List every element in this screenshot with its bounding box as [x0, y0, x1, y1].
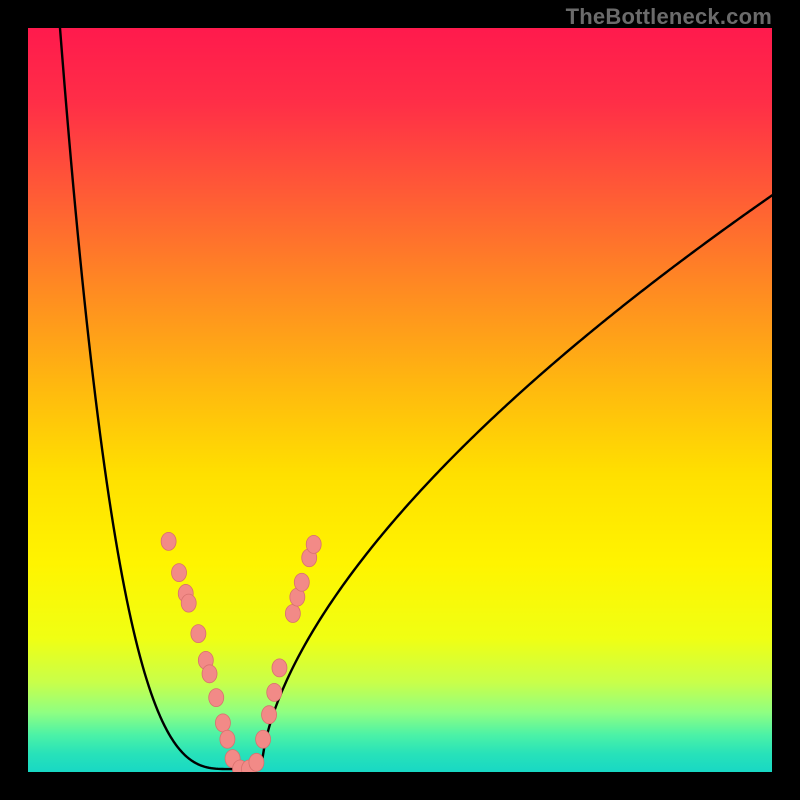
curve-marker — [267, 683, 282, 701]
curve-marker — [256, 730, 271, 748]
curve-marker — [181, 594, 196, 612]
watermark-text: TheBottleneck.com — [566, 4, 772, 30]
gradient-background — [28, 28, 772, 772]
chart-frame: TheBottleneck.com — [0, 0, 800, 800]
curve-marker — [215, 714, 230, 732]
curve-marker — [272, 659, 287, 677]
curve-marker — [220, 730, 235, 748]
curve-marker — [202, 665, 217, 683]
curve-marker — [262, 706, 277, 724]
curve-marker — [209, 689, 224, 707]
plot-area — [28, 28, 772, 772]
curve-marker — [172, 564, 187, 582]
curve-marker — [285, 605, 300, 623]
curve-marker — [249, 753, 264, 771]
curve-marker — [161, 532, 176, 550]
curve-marker — [306, 535, 321, 553]
curve-marker — [191, 625, 206, 643]
curve-marker — [294, 573, 309, 591]
bottleneck-curve-chart — [28, 28, 772, 772]
